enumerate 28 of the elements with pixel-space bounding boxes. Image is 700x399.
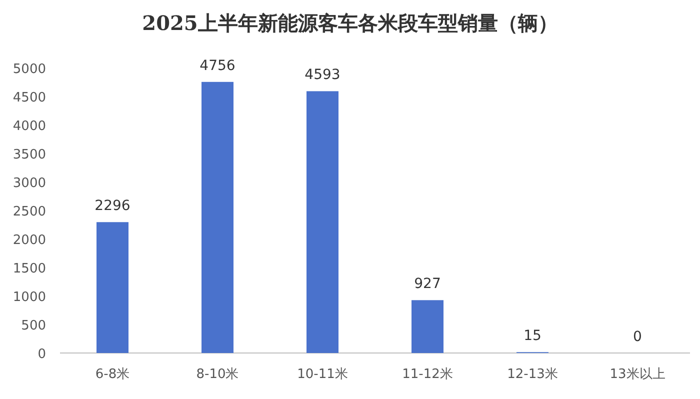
x-tick-label: 12-13米 — [507, 367, 558, 382]
data-label: 2296 — [94, 198, 130, 214]
bar — [306, 91, 338, 353]
y-tick-label: 3500 — [12, 148, 46, 162]
data-label: 0 — [633, 329, 642, 345]
y-tick-label: 500 — [21, 318, 46, 334]
x-tick-label: 8-10米 — [196, 367, 239, 382]
y-tick-label: 0 — [38, 347, 46, 362]
y-tick-label: 2500 — [12, 204, 46, 220]
y-tick-label: 5000 — [12, 62, 46, 77]
y-tick-label: 1500 — [12, 262, 46, 276]
data-label: 4593 — [304, 67, 340, 84]
bar — [202, 82, 234, 353]
x-tick-label: 11-12米 — [402, 367, 453, 382]
y-tick-label: 1000 — [12, 290, 46, 305]
x-tick-label: 10-11米 — [297, 367, 348, 382]
bar — [412, 300, 444, 353]
chart-title: 2025上半年新能源客车各米段车型销量（辆） — [142, 11, 558, 35]
y-tick-label: 4500 — [12, 90, 46, 106]
data-label: 927 — [414, 276, 441, 292]
y-tick-label: 3000 — [12, 176, 46, 191]
data-label: 15 — [524, 328, 542, 344]
x-tick-label: 6-8米 — [95, 367, 130, 382]
x-tick-label: 13米以上 — [610, 367, 666, 382]
data-label: 4756 — [200, 58, 236, 74]
y-tick-label: 2000 — [12, 233, 46, 248]
y-tick-label: 4000 — [12, 119, 46, 134]
bar — [96, 222, 128, 353]
